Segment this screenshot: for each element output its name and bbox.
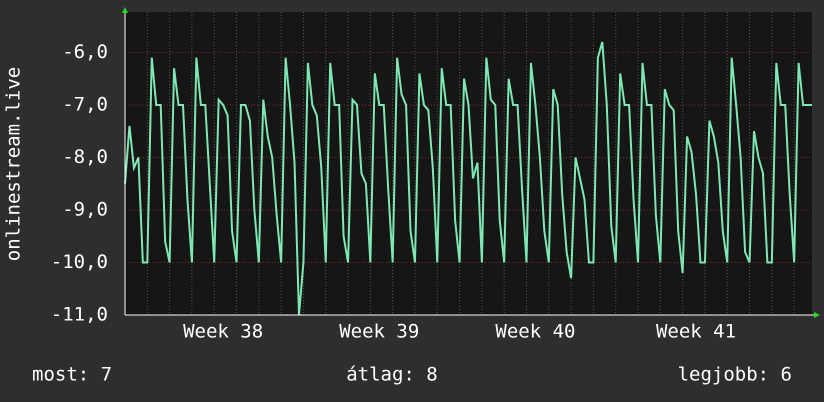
y-tick-label: -7,0 <box>62 93 108 115</box>
y-axis-label: onlinestream.live <box>3 67 25 261</box>
footer-best: legjobb: 6 <box>678 364 792 386</box>
x-tick-label: Week 41 <box>656 321 736 343</box>
x-tick-label: Week 38 <box>183 321 263 343</box>
y-arrow <box>122 7 128 13</box>
data-line <box>124 41 812 316</box>
y-tick-label: -6,0 <box>62 41 108 63</box>
x-arrow <box>814 312 820 318</box>
y-tick-label: -11,0 <box>51 304 108 326</box>
footer-current: most: 7 <box>32 364 112 386</box>
y-tick-label: -10,0 <box>51 251 108 273</box>
y-tick-label: -8,0 <box>62 146 108 168</box>
plot <box>124 41 812 316</box>
footer-average: átlag: 8 <box>346 364 438 386</box>
x-tick-label: Week 40 <box>495 321 575 343</box>
y-tick-label: -9,0 <box>62 198 108 220</box>
x-tick-label: Week 39 <box>339 321 419 343</box>
